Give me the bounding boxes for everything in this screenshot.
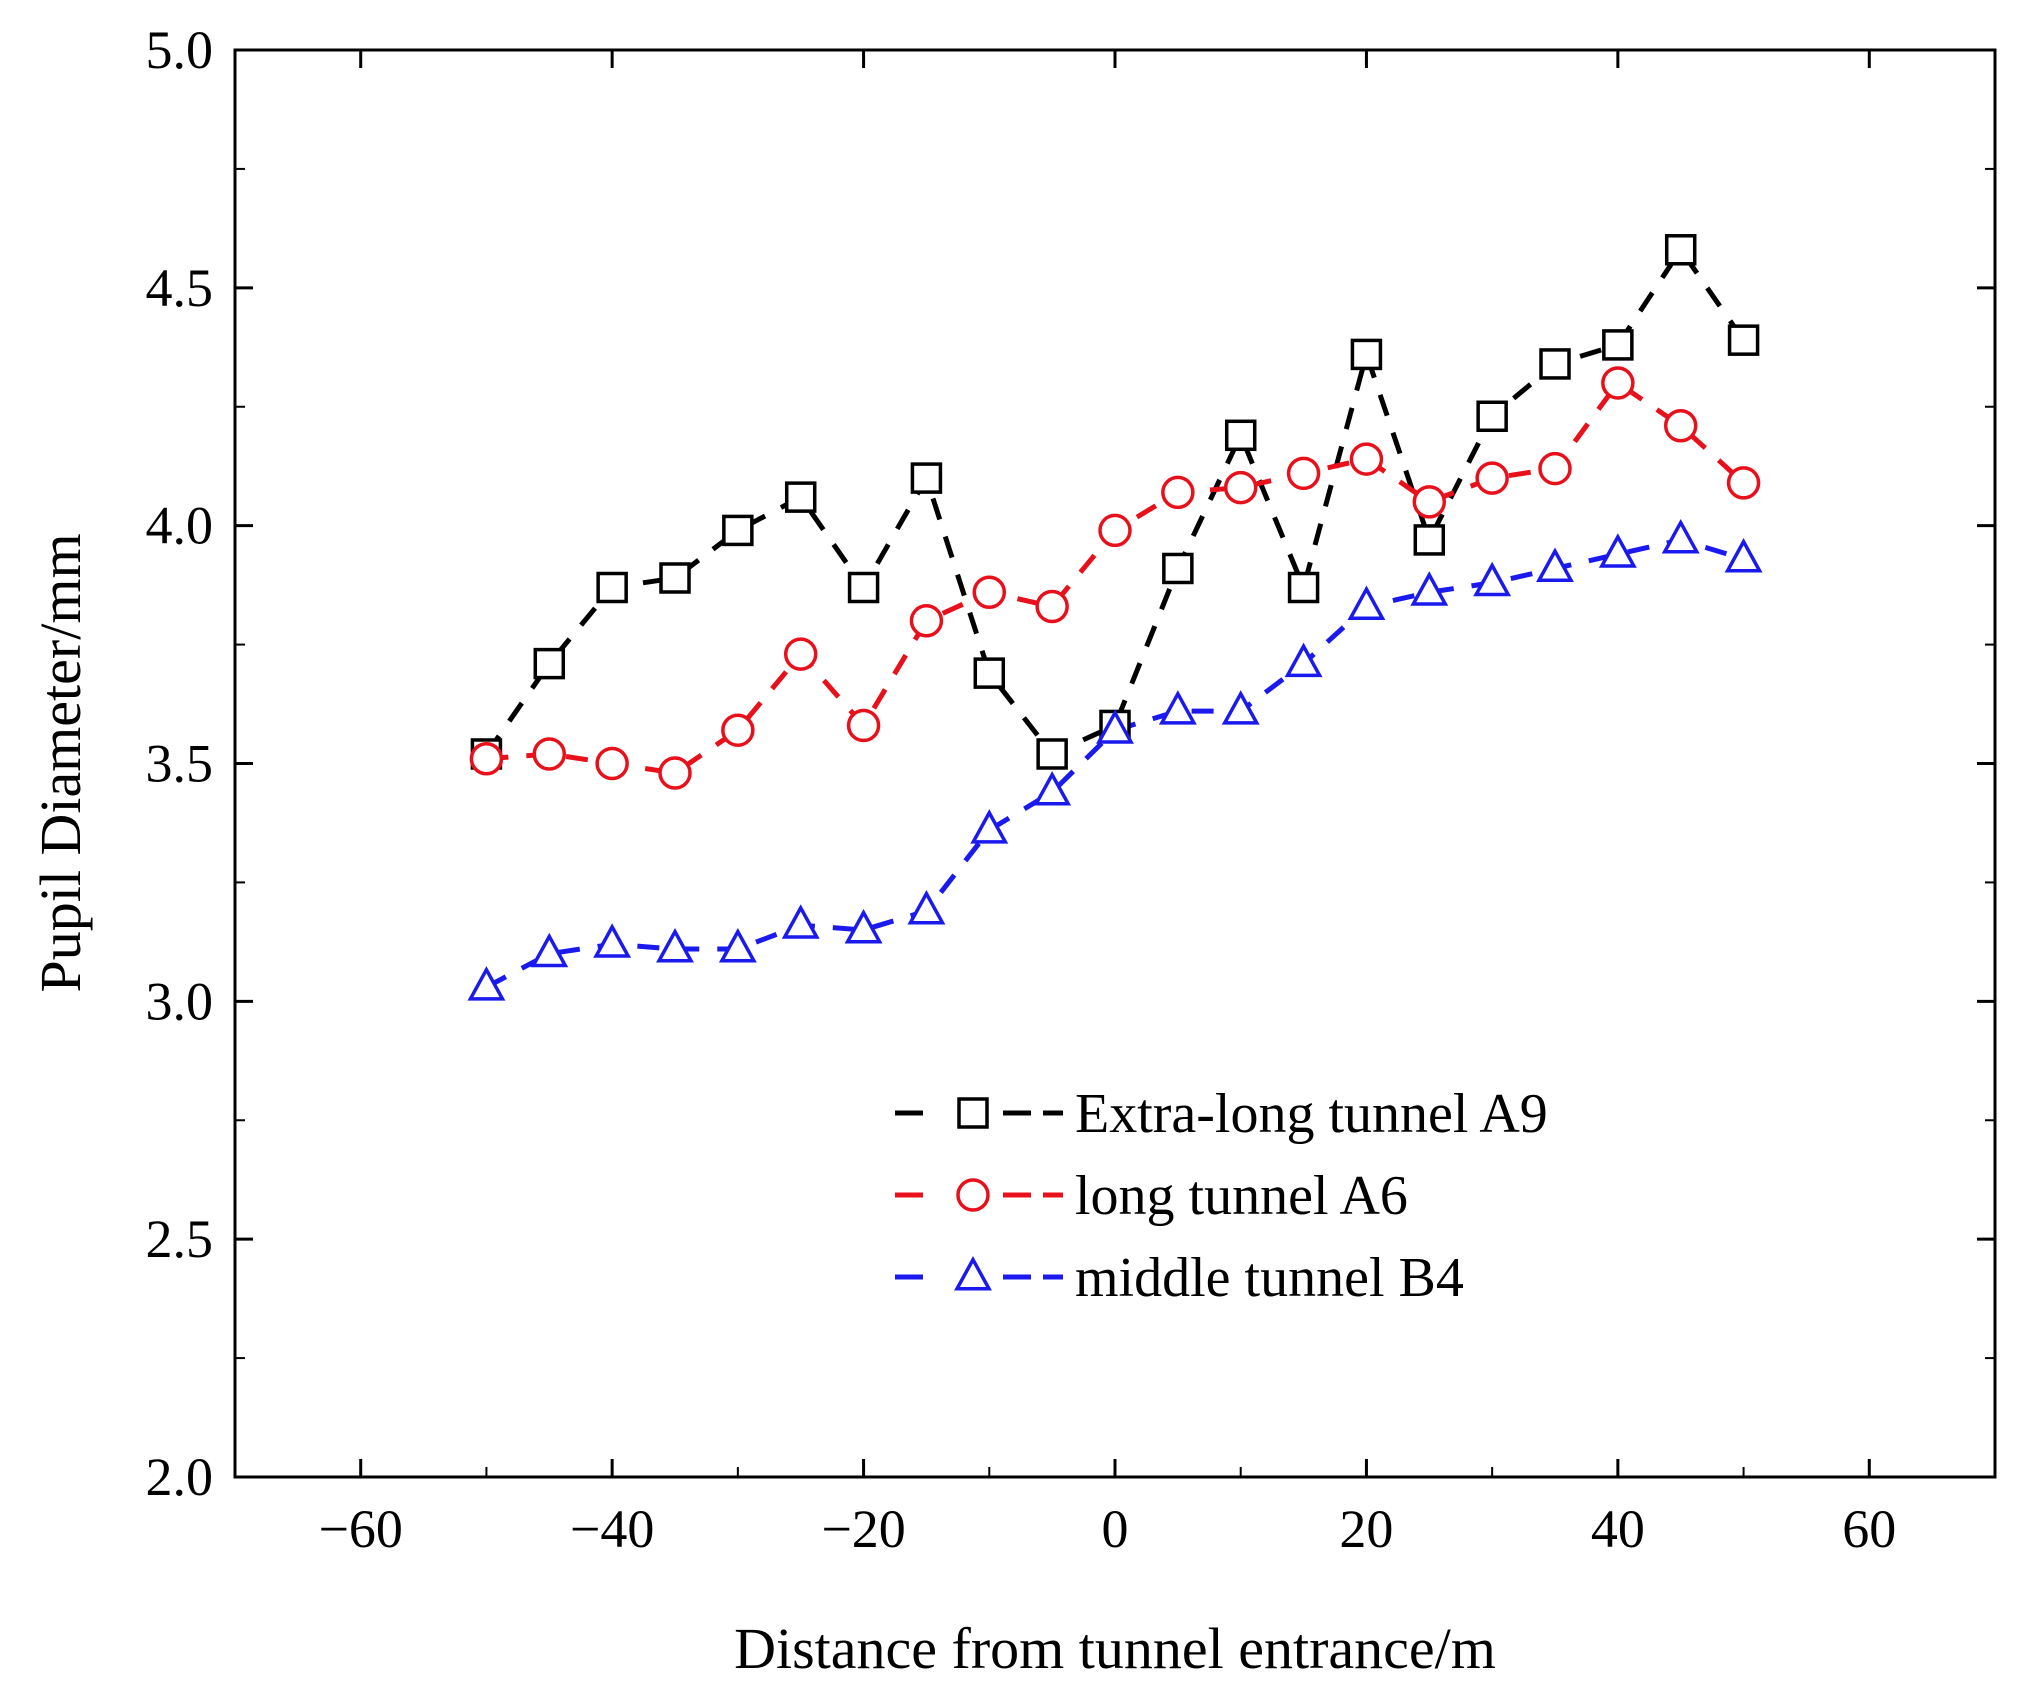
data-point-square xyxy=(847,571,880,604)
data-point-triangle xyxy=(1473,561,1512,597)
data-point-circle xyxy=(1035,589,1069,624)
series-markers xyxy=(467,234,1763,1001)
data-point-triangle xyxy=(467,966,506,1001)
data-point-circle xyxy=(469,741,504,776)
data-point-circle xyxy=(532,737,567,771)
data-point-triangle xyxy=(1661,518,1700,554)
data-point-triangle xyxy=(1096,709,1134,744)
data-point-triangle xyxy=(1347,585,1386,621)
data-point-square xyxy=(1036,738,1068,770)
x-tick-label: 60 xyxy=(1842,1499,1896,1559)
legend-label: middle tunnel B4 xyxy=(1075,1247,1464,1309)
data-point-circle xyxy=(1161,475,1195,510)
data-point-triangle xyxy=(907,889,946,925)
data-point-triangle xyxy=(1158,690,1197,725)
data-point-circle xyxy=(1412,485,1447,519)
data-point-triangle xyxy=(1598,533,1637,568)
legend-marker-triangle xyxy=(954,1256,992,1291)
legend-label: long tunnel A6 xyxy=(1075,1165,1408,1227)
data-point-circle xyxy=(1663,409,1698,443)
data-point-square xyxy=(784,481,817,513)
data-point-triangle xyxy=(593,923,632,958)
data-point-square xyxy=(910,462,943,494)
x-tick-label: 20 xyxy=(1339,1499,1393,1559)
x-tick-label: −40 xyxy=(570,1499,654,1559)
axis-ticks: −60 −40 −20 0 20 40 60 2.0 2.5 3.0 3.5 4.0 4.5 5.0 xyxy=(146,20,1996,1559)
data-point-square xyxy=(973,657,1006,689)
data-point-circle xyxy=(846,708,881,743)
y-tick-label: 4.0 xyxy=(146,496,214,556)
data-point-square xyxy=(1287,571,1320,604)
data-point-triangle xyxy=(1724,537,1763,573)
y-tick-label: 4.5 xyxy=(146,258,214,318)
y-tick-label: 2.0 xyxy=(146,1447,214,1507)
x-axis-title: Distance from tunnel entrance/m xyxy=(734,1616,1496,1681)
data-point-square xyxy=(1664,234,1697,266)
data-point-triangle xyxy=(1284,642,1323,678)
data-point-triangle xyxy=(718,928,757,963)
legend-marker-circle xyxy=(956,1178,990,1212)
data-point-circle xyxy=(783,637,818,671)
data-point-circle xyxy=(909,604,944,638)
data-point-square xyxy=(1602,329,1634,361)
data-point-square xyxy=(533,647,566,680)
y-tick-label: 3.0 xyxy=(146,971,214,1031)
data-point-triangle xyxy=(781,904,820,939)
y-axis-title: Pupil Diameter/mm xyxy=(28,533,93,992)
data-point-square xyxy=(596,571,628,604)
x-tick-label: 0 xyxy=(1102,1499,1129,1559)
legend-marker-square xyxy=(957,1097,989,1129)
data-point-circle xyxy=(1601,366,1635,400)
data-point-circle xyxy=(658,756,692,790)
y-tick-label: 2.5 xyxy=(146,1209,214,1269)
data-point-circle xyxy=(721,713,755,747)
data-point-circle xyxy=(972,575,1007,610)
data-point-square xyxy=(1539,348,1571,380)
data-point-square xyxy=(1413,524,1446,556)
data-point-square xyxy=(659,562,691,594)
data-point-square xyxy=(1727,324,1760,356)
data-point-triangle xyxy=(656,928,694,963)
data-point-square xyxy=(1162,552,1194,585)
data-point-triangle xyxy=(970,809,1009,844)
data-point-square xyxy=(1476,400,1508,433)
data-point-circle xyxy=(1223,470,1258,505)
data-point-triangle xyxy=(1033,771,1072,806)
data-point-circle xyxy=(1349,442,1384,476)
data-point-circle xyxy=(1726,466,1761,500)
x-tick-label: 40 xyxy=(1591,1499,1645,1559)
data-point-triangle xyxy=(1410,571,1449,606)
legend: Extra-long tunnel A9 long tunnel A6 middle… xyxy=(895,1083,1548,1309)
legend-label: Extra-long tunnel A9 xyxy=(1075,1083,1548,1145)
data-point-circle xyxy=(1538,451,1572,486)
data-point-circle xyxy=(1475,461,1509,495)
x-tick-label: −20 xyxy=(821,1499,905,1559)
series-line-1 xyxy=(484,247,1746,757)
data-point-triangle xyxy=(530,932,569,968)
data-point-circle xyxy=(1098,513,1132,548)
data-point-circle xyxy=(1286,456,1321,491)
data-point-square xyxy=(722,514,754,547)
x-tick-label: −60 xyxy=(318,1499,402,1559)
data-point-circle xyxy=(595,746,629,781)
data-point-triangle xyxy=(1221,690,1260,725)
y-tick-label: 3.5 xyxy=(146,734,214,794)
data-point-square xyxy=(1224,419,1257,452)
data-point-square xyxy=(1350,338,1383,371)
data-point-triangle xyxy=(844,908,883,944)
data-point-triangle xyxy=(1536,547,1574,582)
y-tick-label: 5.0 xyxy=(146,20,214,80)
